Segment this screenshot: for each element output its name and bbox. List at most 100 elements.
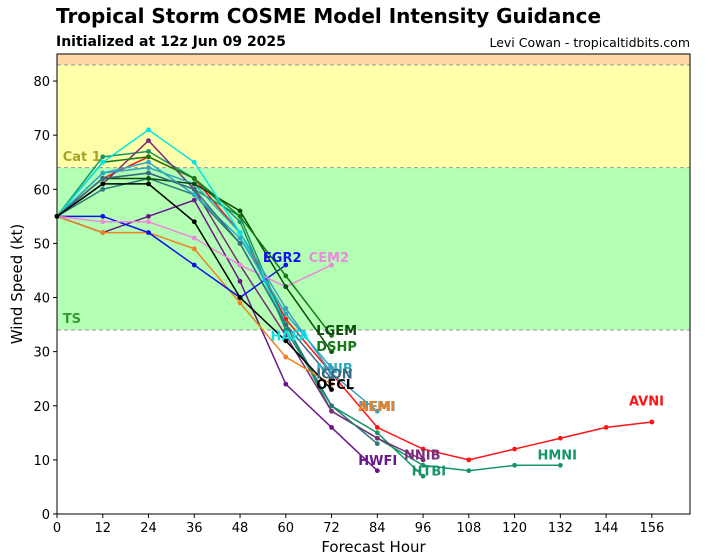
x-tick-label: 72: [323, 521, 340, 536]
data-point: [146, 219, 151, 225]
data-point: [100, 154, 106, 160]
y-tick-label: 0: [42, 508, 50, 523]
data-point: [100, 186, 106, 192]
data-point: [100, 159, 106, 165]
data-point: [329, 381, 334, 387]
x-tick-label: 36: [186, 521, 203, 536]
data-point: [191, 219, 197, 225]
x-tick-label: 120: [502, 521, 527, 536]
band-TS: [57, 167, 690, 330]
x-tick-label: 12: [94, 521, 111, 536]
axes: 0 12 24 36 48 60 72 84 96 108 120 132 144 156 0 10 20 30 4…: [8, 53, 691, 556]
data-point: [374, 441, 380, 447]
data-point: [557, 435, 563, 441]
data-point: [146, 170, 151, 176]
data-point: [191, 197, 197, 203]
series-label-aemi: AEMI: [358, 400, 395, 415]
data-point: [283, 284, 289, 290]
data-point: [100, 230, 106, 235]
data-point: [374, 435, 380, 441]
chart-subtitle: Initialized at 12z Jun 09 2025: [56, 34, 286, 50]
category-bands: TS Cat 1: [57, 54, 690, 331]
data-point: [191, 246, 197, 252]
series-label-hmni: HMNI: [537, 448, 577, 463]
y-tick-label: 50: [33, 237, 50, 252]
series-label-nemi: NEMI: [358, 400, 396, 415]
data-point: [146, 181, 151, 187]
data-point: [374, 408, 380, 414]
data-point: [420, 457, 426, 463]
series-label-cem2: CEM2: [309, 251, 349, 266]
data-point: [420, 473, 426, 479]
data-point: [283, 273, 289, 279]
series-line-nvgi: [56, 177, 378, 445]
data-point: [283, 262, 289, 268]
data-point: [100, 181, 106, 187]
series-line-hwfi: [56, 199, 378, 472]
data-point: [466, 468, 472, 474]
series-line-nemi: [56, 166, 378, 412]
data-point: [191, 186, 197, 192]
data-point: [100, 213, 106, 219]
data-point: [100, 170, 106, 176]
y-tick-label: 20: [33, 400, 50, 415]
x-tick-label: 108: [456, 521, 481, 536]
x-tick-label: 60: [278, 521, 295, 536]
series-line-hafa: [56, 128, 287, 325]
x-tick-label: 0: [53, 521, 61, 536]
data-point: [329, 349, 334, 355]
data-point: [374, 425, 380, 430]
series-label-egr2: EGR2: [263, 251, 302, 266]
data-point: [603, 425, 609, 430]
series-label-lgem: LGEM: [316, 324, 357, 339]
model-series: [54, 127, 655, 479]
series-label-avni: AVNI: [629, 394, 664, 409]
data-point: [329, 376, 334, 382]
data-point: [191, 192, 197, 198]
data-point: [237, 235, 243, 241]
y-tick-label: 80: [33, 75, 50, 90]
data-point: [191, 181, 197, 187]
data-point: [191, 176, 197, 181]
band-label: Cat 1: [63, 150, 101, 165]
y-tick-label: 10: [33, 454, 50, 469]
series-line-egr2: [57, 215, 287, 299]
data-point: [283, 381, 289, 387]
data-point: [191, 262, 197, 268]
data-point: [237, 219, 243, 225]
data-point: [146, 176, 151, 181]
data-point: [512, 462, 517, 468]
data-point: [283, 338, 289, 344]
x-tick-label: 96: [415, 521, 432, 536]
x-axis-label: Forecast Hour: [321, 538, 426, 556]
data-point: [420, 462, 426, 468]
data-point: [374, 430, 380, 436]
x-tick-label: 156: [639, 521, 664, 536]
band-label: TS: [63, 312, 81, 327]
data-point: [329, 387, 334, 392]
data-point: [100, 219, 106, 225]
y-axis-label: Wind Speed (kt): [8, 224, 26, 345]
data-point: [329, 370, 334, 376]
data-point: [466, 457, 472, 463]
data-point: [329, 333, 334, 338]
data-point: [329, 403, 334, 409]
data-point: [649, 419, 655, 425]
data-point: [512, 446, 517, 452]
series-label-dshp: DSHP: [316, 340, 357, 355]
data-point: [146, 154, 151, 160]
y-tick-label: 70: [33, 129, 50, 144]
data-point: [191, 159, 197, 165]
x-tick-label: 84: [369, 521, 386, 536]
y-tick-label: 30: [33, 346, 50, 361]
x-tick-label: 132: [548, 521, 573, 536]
data-point: [146, 138, 151, 143]
data-point: [237, 278, 243, 284]
data-point: [146, 213, 151, 219]
y-tick-label: 40: [33, 292, 50, 307]
plot-frame: [56, 53, 691, 515]
data-point: [237, 230, 243, 235]
chart-title: Tropical Storm COSME Model Intensity Gui…: [56, 4, 602, 28]
data-point: [329, 425, 334, 430]
